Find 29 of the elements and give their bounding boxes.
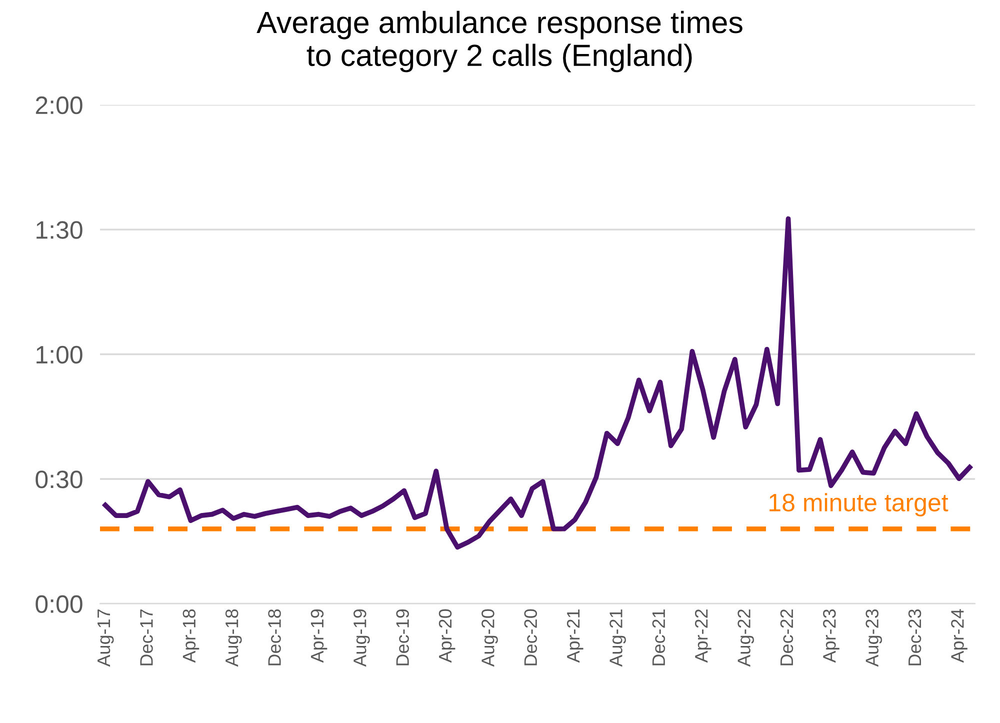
line-series — [102, 216, 972, 550]
x-tick-label: Apr-19 — [310, 609, 328, 663]
x-tick-label: Dec-20 — [524, 609, 538, 666]
x-tick-label: Dec-22 — [780, 609, 794, 666]
x-tick-label: Dec-23 — [908, 609, 922, 666]
chart-title: Average ambulance response times to category 2 calls (England) — [256, 10, 742, 72]
x-tick-label: Aug-20 — [482, 609, 498, 667]
x-tick-label: Apr-20 — [438, 609, 456, 663]
y-tick-label: 1:30 — [36, 221, 82, 239]
y-tick-label: 1:00 — [36, 346, 82, 364]
y-tick-label: 0:00 — [36, 595, 82, 614]
x-tick-label: Apr-23 — [823, 609, 840, 663]
x-tick-label: Apr-18 — [182, 609, 200, 663]
x-tick-label: Apr-22 — [694, 609, 712, 663]
x-tick-label: Aug-21 — [610, 609, 626, 667]
x-tick-label: Dec-19 — [396, 609, 409, 666]
x-tick-label: Aug-18 — [225, 609, 242, 667]
ref-line-label: 18 minute target — [770, 493, 948, 516]
y-tick-label: 0:30 — [36, 470, 82, 488]
x-tick-label: Apr-21 — [566, 609, 584, 663]
x-tick-label: Dec-21 — [652, 609, 666, 666]
x-tick-label: Aug-17 — [98, 609, 114, 667]
x-tick-label: Aug-23 — [866, 609, 882, 667]
x-tick-label: Aug-19 — [353, 609, 370, 667]
x-tick-label: Aug-22 — [738, 609, 754, 667]
y-tick-label: 2:00 — [36, 96, 82, 114]
x-tick-label: Dec-17 — [140, 609, 153, 666]
x-tick-label: Dec-18 — [268, 609, 281, 666]
x-tick-label: Apr-24 — [951, 609, 968, 663]
